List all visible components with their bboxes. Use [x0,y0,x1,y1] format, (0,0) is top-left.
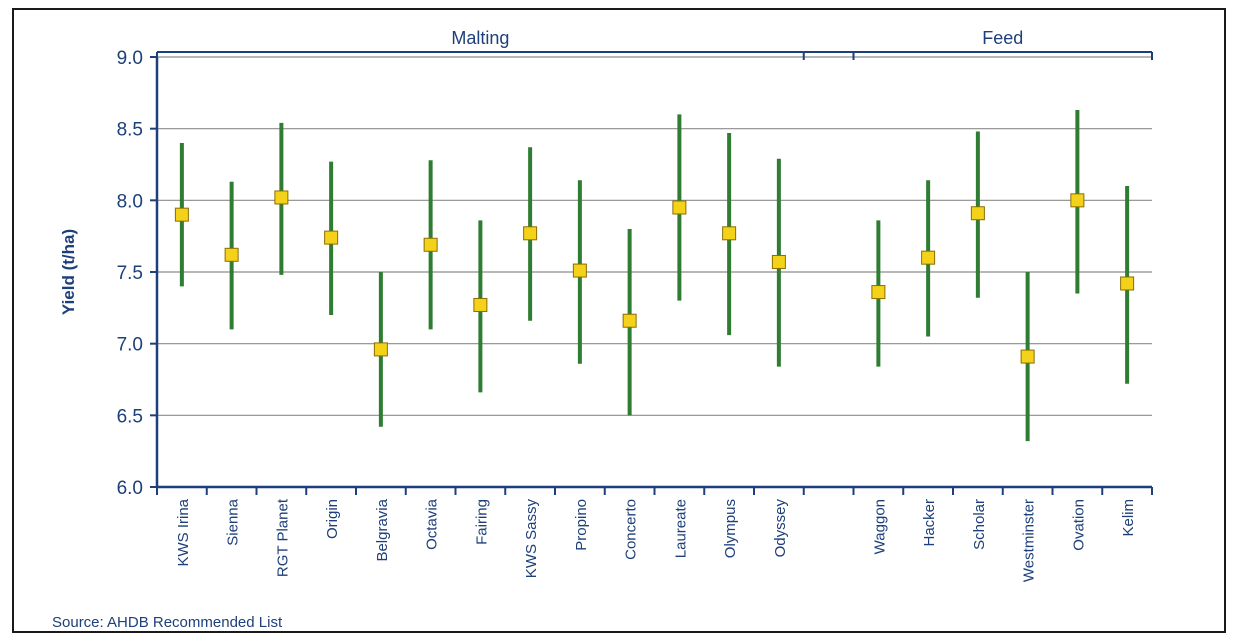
x-tick-label: KWS Irina [175,498,192,566]
mean-marker [423,237,438,252]
chart-frame: 6.0 6.5 7.0 7.5 8.0 8.5 9.0 Yield (t/ha) Malting… [12,8,1226,633]
mean-marker [274,190,289,205]
y-tick-label: 7.5 [117,263,143,284]
mean-marker [672,200,687,215]
mean-marker [523,226,538,241]
mean-marker [224,247,239,262]
y-tick-label: 8.5 [117,120,143,141]
mean-marker [324,230,339,245]
mean-marker [871,285,886,300]
x-tick-label: Kelim [1120,499,1137,537]
x-tick-label: Hacker [921,499,938,547]
y-tick-label: 8.0 [117,191,143,212]
y-axis-label: Yield (t/ha) [59,229,78,315]
x-tick-label: Ovation [1070,499,1087,551]
y-tick-label: 6.0 [117,478,143,499]
x-tick-label: Olympus [722,499,739,558]
x-tick-label: RGT Planet [274,498,291,577]
mean-marker [622,313,637,328]
x-tick-label: KWS Sassy [523,499,540,579]
mean-marker [1020,349,1035,364]
mean-marker [771,254,786,269]
mean-marker [1120,276,1135,291]
y-tick-label: 9.0 [117,48,143,69]
y-tick-label: 7.0 [117,335,143,356]
yield-chart: 6.0 6.5 7.0 7.5 8.0 8.5 9.0 Yield (t/ha) Malting… [59,28,1153,582]
x-tick-label: Odyssey [772,499,789,558]
mean-marker [722,226,737,241]
x-tick-label: Concerto [623,499,640,560]
mean-marker [473,297,488,312]
source-note: Source: AHDB Recommended List [52,614,283,631]
x-tick-label: Propino [573,499,590,551]
group-label-malting: Malting [451,28,509,48]
group-label-feed: Feed [982,28,1023,48]
x-tick-label: Laureate [672,499,689,558]
x-tick-label: Sienna [225,498,242,545]
x-tick-label: Waggon [871,499,888,554]
mean-marker [921,250,936,265]
x-tick-label: Scholar [971,499,988,550]
mean-marker [572,263,587,278]
x-tick-label: Octavia [424,498,441,550]
mean-marker [970,206,985,221]
mean-marker [1070,193,1085,208]
mean-marker [174,207,189,222]
x-tick-label: Westminster [1021,499,1038,582]
x-tick-label: Fairing [473,499,490,545]
mean-marker [373,342,388,357]
x-tick-label: Origin [324,499,341,539]
x-tick-label: Belgravia [374,498,391,561]
y-tick-label: 6.5 [117,406,143,427]
